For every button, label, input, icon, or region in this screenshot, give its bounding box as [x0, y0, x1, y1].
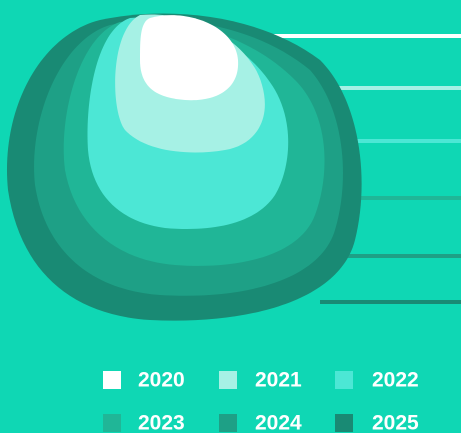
- legend-swatch: [219, 371, 237, 389]
- legend-label: 2021: [255, 369, 302, 392]
- legend: 2020 2021 2022 2023 2024 2025: [103, 369, 419, 433]
- blob: [140, 15, 239, 101]
- legend-label: 2023: [138, 412, 185, 433]
- legend-swatch: [335, 371, 353, 389]
- legend-swatch: [103, 371, 121, 389]
- legend-label: 2024: [255, 412, 302, 433]
- legend-swatch: [219, 414, 237, 432]
- legend-label: 2025: [372, 412, 419, 433]
- legend-swatch: [335, 414, 353, 432]
- legend-label: 2020: [138, 369, 185, 392]
- legend-label: 2022: [372, 369, 419, 392]
- blobs: [6, 13, 461, 321]
- legend-swatch: [103, 414, 121, 432]
